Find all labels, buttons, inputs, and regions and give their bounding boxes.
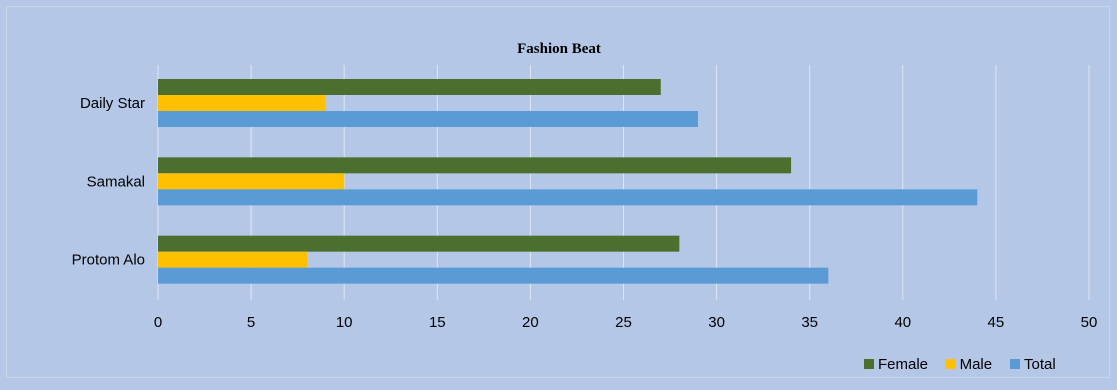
bar-total [158, 111, 698, 127]
legend-label: Total [1024, 356, 1056, 373]
legend-swatch-male [945, 359, 956, 369]
x-tick-label: 30 [708, 314, 725, 331]
legend-swatch-total [1010, 359, 1020, 369]
x-tick-label: 50 [1081, 314, 1098, 331]
category-label: Protom Alo [72, 252, 145, 269]
chart-title: Fashion Beat [517, 41, 601, 57]
legend-label: Male [960, 356, 993, 373]
x-tick-label: 40 [894, 314, 911, 331]
legend-label: Female [878, 356, 928, 373]
legend-swatch-female [864, 359, 874, 369]
y-axis-categories: Daily Star Samakal Protom Alo [72, 95, 145, 269]
bar-female [158, 79, 661, 95]
bar-total [158, 267, 829, 284]
bar-male [158, 173, 345, 190]
bar-total [158, 189, 978, 206]
category-label: Daily Star [80, 95, 145, 112]
bar-chart: Fashion Beat 0 5 10 15 20 25 30 35 40 45 50 Daily … [72, 41, 1098, 373]
x-tick-label: 25 [615, 314, 632, 331]
x-tick-label: 15 [429, 314, 446, 331]
x-tick-label: 20 [522, 314, 539, 331]
bar-female [158, 157, 792, 174]
category-label: Samakal [87, 173, 145, 190]
x-tick-label: 0 [154, 314, 162, 331]
x-axis-ticks: 0 5 10 15 20 25 30 35 40 45 50 [154, 314, 1098, 331]
legend: Female Male Total [864, 356, 1056, 373]
bars [158, 79, 978, 284]
bar-male [158, 251, 307, 268]
x-tick-label: 35 [801, 314, 818, 331]
x-tick-label: 5 [247, 314, 255, 331]
bar-female [158, 235, 680, 252]
bar-male [158, 95, 326, 111]
x-tick-label: 45 [988, 314, 1005, 331]
chart-frame: Fashion Beat 0 5 10 15 20 25 30 35 40 45 50 Daily … [6, 6, 1110, 378]
x-tick-label: 10 [336, 314, 353, 331]
